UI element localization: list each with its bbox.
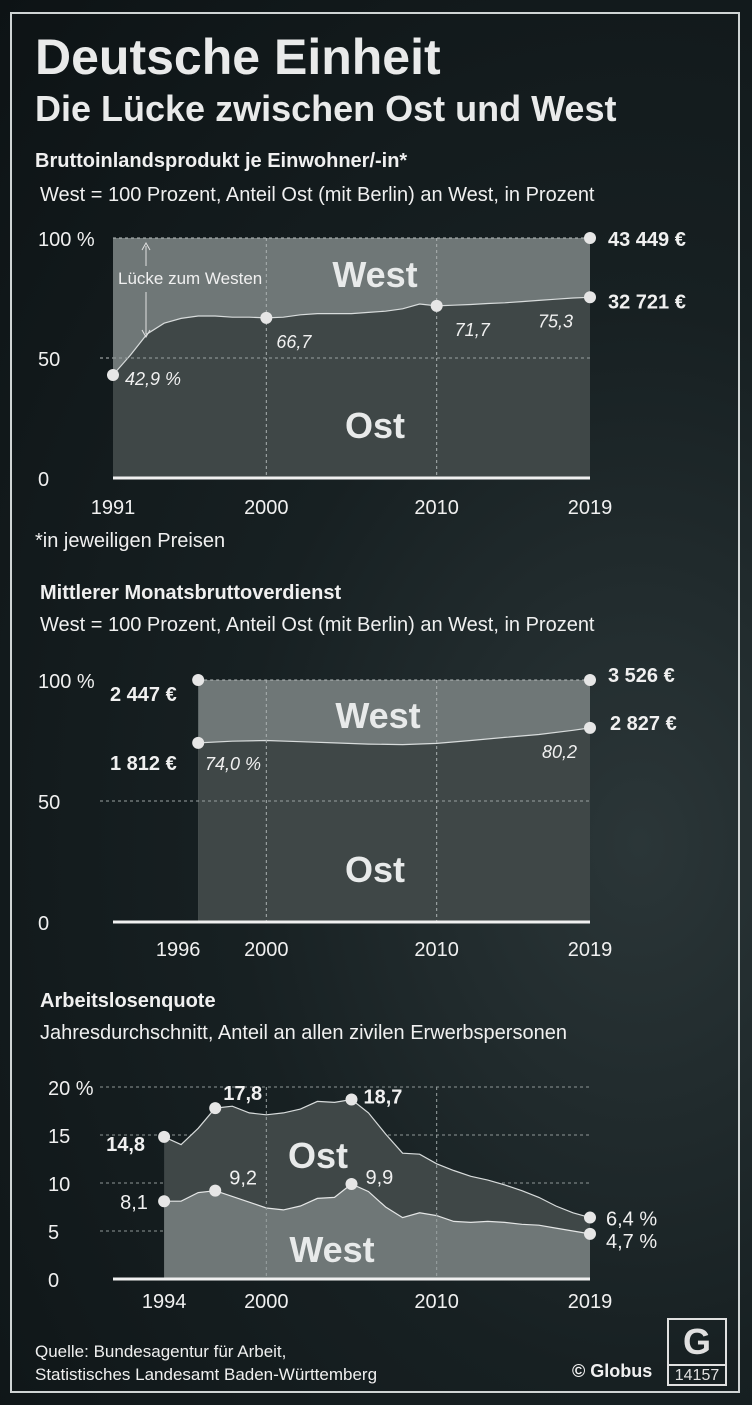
chart2-west-start-point [192,674,205,686]
chart1-west-end-point [584,232,596,244]
chart1-data-point [584,291,596,304]
chart3-area-label-west: West [289,1229,374,1270]
chart2-xtick-label: 1996 [156,939,201,961]
chart1-area-ost [113,297,590,478]
chart3-data-label: 4,7 % [606,1231,657,1253]
chart2-xtick-label: 2000 [244,939,289,961]
chart2-end-value-west: 3 526 € [608,665,675,687]
chart2-end-value-ost: 2 827 € [610,713,677,735]
chart3-data-label: 14,8 [106,1134,145,1156]
chart1-end-value-west: 43 449 € [608,229,686,251]
chart1-line-ost [112,296,591,376]
chart1-xtick-label: 2010 [414,497,459,519]
globus-logo-letter: G [682,1321,711,1362]
chart1-ytick-label: 0 [38,469,49,491]
source-line-1: Quelle: Bundesagentur für Arbeit, [35,1342,287,1361]
chart1-ytick-label: 50 [38,349,60,371]
source-line-2: Statistisches Landesamt Baden-Württember… [35,1365,378,1384]
chart1-data-label: 66,7 [276,332,312,352]
chart3-data-label: 6,4 % [606,1209,657,1231]
chart1-ytick-label: 100 % [38,229,95,251]
chart3-data-point-west [158,1195,171,1208]
chart3-line-ost [163,1098,591,1219]
chart3-title: Arbeitslosenquote [40,990,216,1012]
chart2-title: Mittlerer Monatsbruttoverdienst [40,582,342,604]
chart2-data-label: 80,2 [542,742,577,762]
chart1-title: Bruttoinlandsprodukt je Einwohner/-in* [35,150,408,172]
chart3-data-label: 8,1 [120,1192,148,1214]
chart3-data-label: 18,7 [364,1086,403,1108]
chart3-xtick-label: 1994 [142,1291,187,1313]
chart2-ytick-label: 100 % [38,671,95,693]
chart2-start-value-ost: 1 812 € [110,753,177,775]
graphic-number: 14157 [669,1364,725,1386]
chart2-ytick-label: 0 [38,913,49,935]
chart2-west-end-point [584,674,596,686]
chart2-xtick-label: 2010 [414,939,459,961]
chart3-data-label: 17,8 [223,1083,262,1105]
chart3-ytick-label: 5 [48,1222,59,1244]
chart2-ytick-label: 50 [38,792,60,814]
page-title: Deutsche Einheit [35,29,441,85]
page-subtitle: Die Lücke zwischen Ost und West [35,88,617,129]
chart1-arrow-down-head [141,329,151,339]
chart1-arrow-up-head [141,241,151,251]
chart3-ytick-label: 20 % [48,1078,94,1100]
chart3-data-point-ost [584,1211,596,1224]
chart3-xtick-label: 2019 [568,1291,613,1313]
chart1-data-point [430,299,443,312]
chart1-data-point [260,311,273,324]
frame-border [10,12,740,1393]
chart2-data-point [192,736,205,749]
chart2-data-label: 74,0 % [205,754,261,774]
chart3-data-point-ost [158,1130,171,1143]
chart3-data-label: 9,9 [366,1167,394,1189]
chart3-xtick-label: 2010 [414,1291,459,1313]
chart2-area-label-ost: Ost [345,849,405,890]
chart1-xtick-label: 1991 [91,497,136,519]
chart3-data-point-west [584,1227,596,1240]
chart1-data-label: 42,9 % [125,369,181,389]
chart1-area-label-west: West [332,254,417,295]
chart3-ytick-label: 10 [48,1174,70,1196]
chart3-ytick-label: 0 [48,1270,59,1292]
chart1-xtick-label: 2000 [244,497,289,519]
chart2-xtick-label: 2019 [568,939,613,961]
chart1-data-point [107,369,119,382]
chart3-area-west [164,1184,590,1279]
chart2-start-value-west: 2 447 € [110,684,177,706]
chart1-data-label: 75,3 [538,311,573,331]
globus-logo: G 14157 [667,1318,727,1386]
chart3-data-label: 9,2 [229,1168,257,1190]
chart3-xtick-label: 2000 [244,1291,289,1313]
chart1-area-label-ost: Ost [345,405,405,446]
chart1-xtick-label: 2019 [568,497,613,519]
chart3-data-point-west [209,1184,222,1197]
chart3-area-label-ost: Ost [288,1135,348,1176]
chart3-data-point-ost [209,1102,222,1115]
chart2-area-ost [198,727,590,922]
chart2-data-point [584,721,596,734]
chart3-subtitle: Jahresdurchschnitt, Anteil an allen zivi… [40,1022,567,1044]
chart3-ytick-label: 15 [48,1126,70,1148]
chart1-footnote: *in jeweiligen Preisen [35,530,226,552]
chart2-area-label-west: West [335,695,420,736]
copyright-label: © Globus [572,1361,653,1381]
chart3-data-point-ost [345,1093,358,1106]
chart1-data-label: 71,7 [455,320,491,340]
chart1-subtitle: West = 100 Prozent, Anteil Ost (mit Berl… [40,184,595,206]
chart3-line-west [164,1183,591,1235]
chart2-subtitle: West = 100 Prozent, Anteil Ost (mit Berl… [40,614,595,636]
chart3-data-point-west [345,1177,358,1190]
chart1-annotation: Lücke zum Westen [118,269,262,288]
chart1-end-value-ost: 32 721 € [608,291,686,313]
